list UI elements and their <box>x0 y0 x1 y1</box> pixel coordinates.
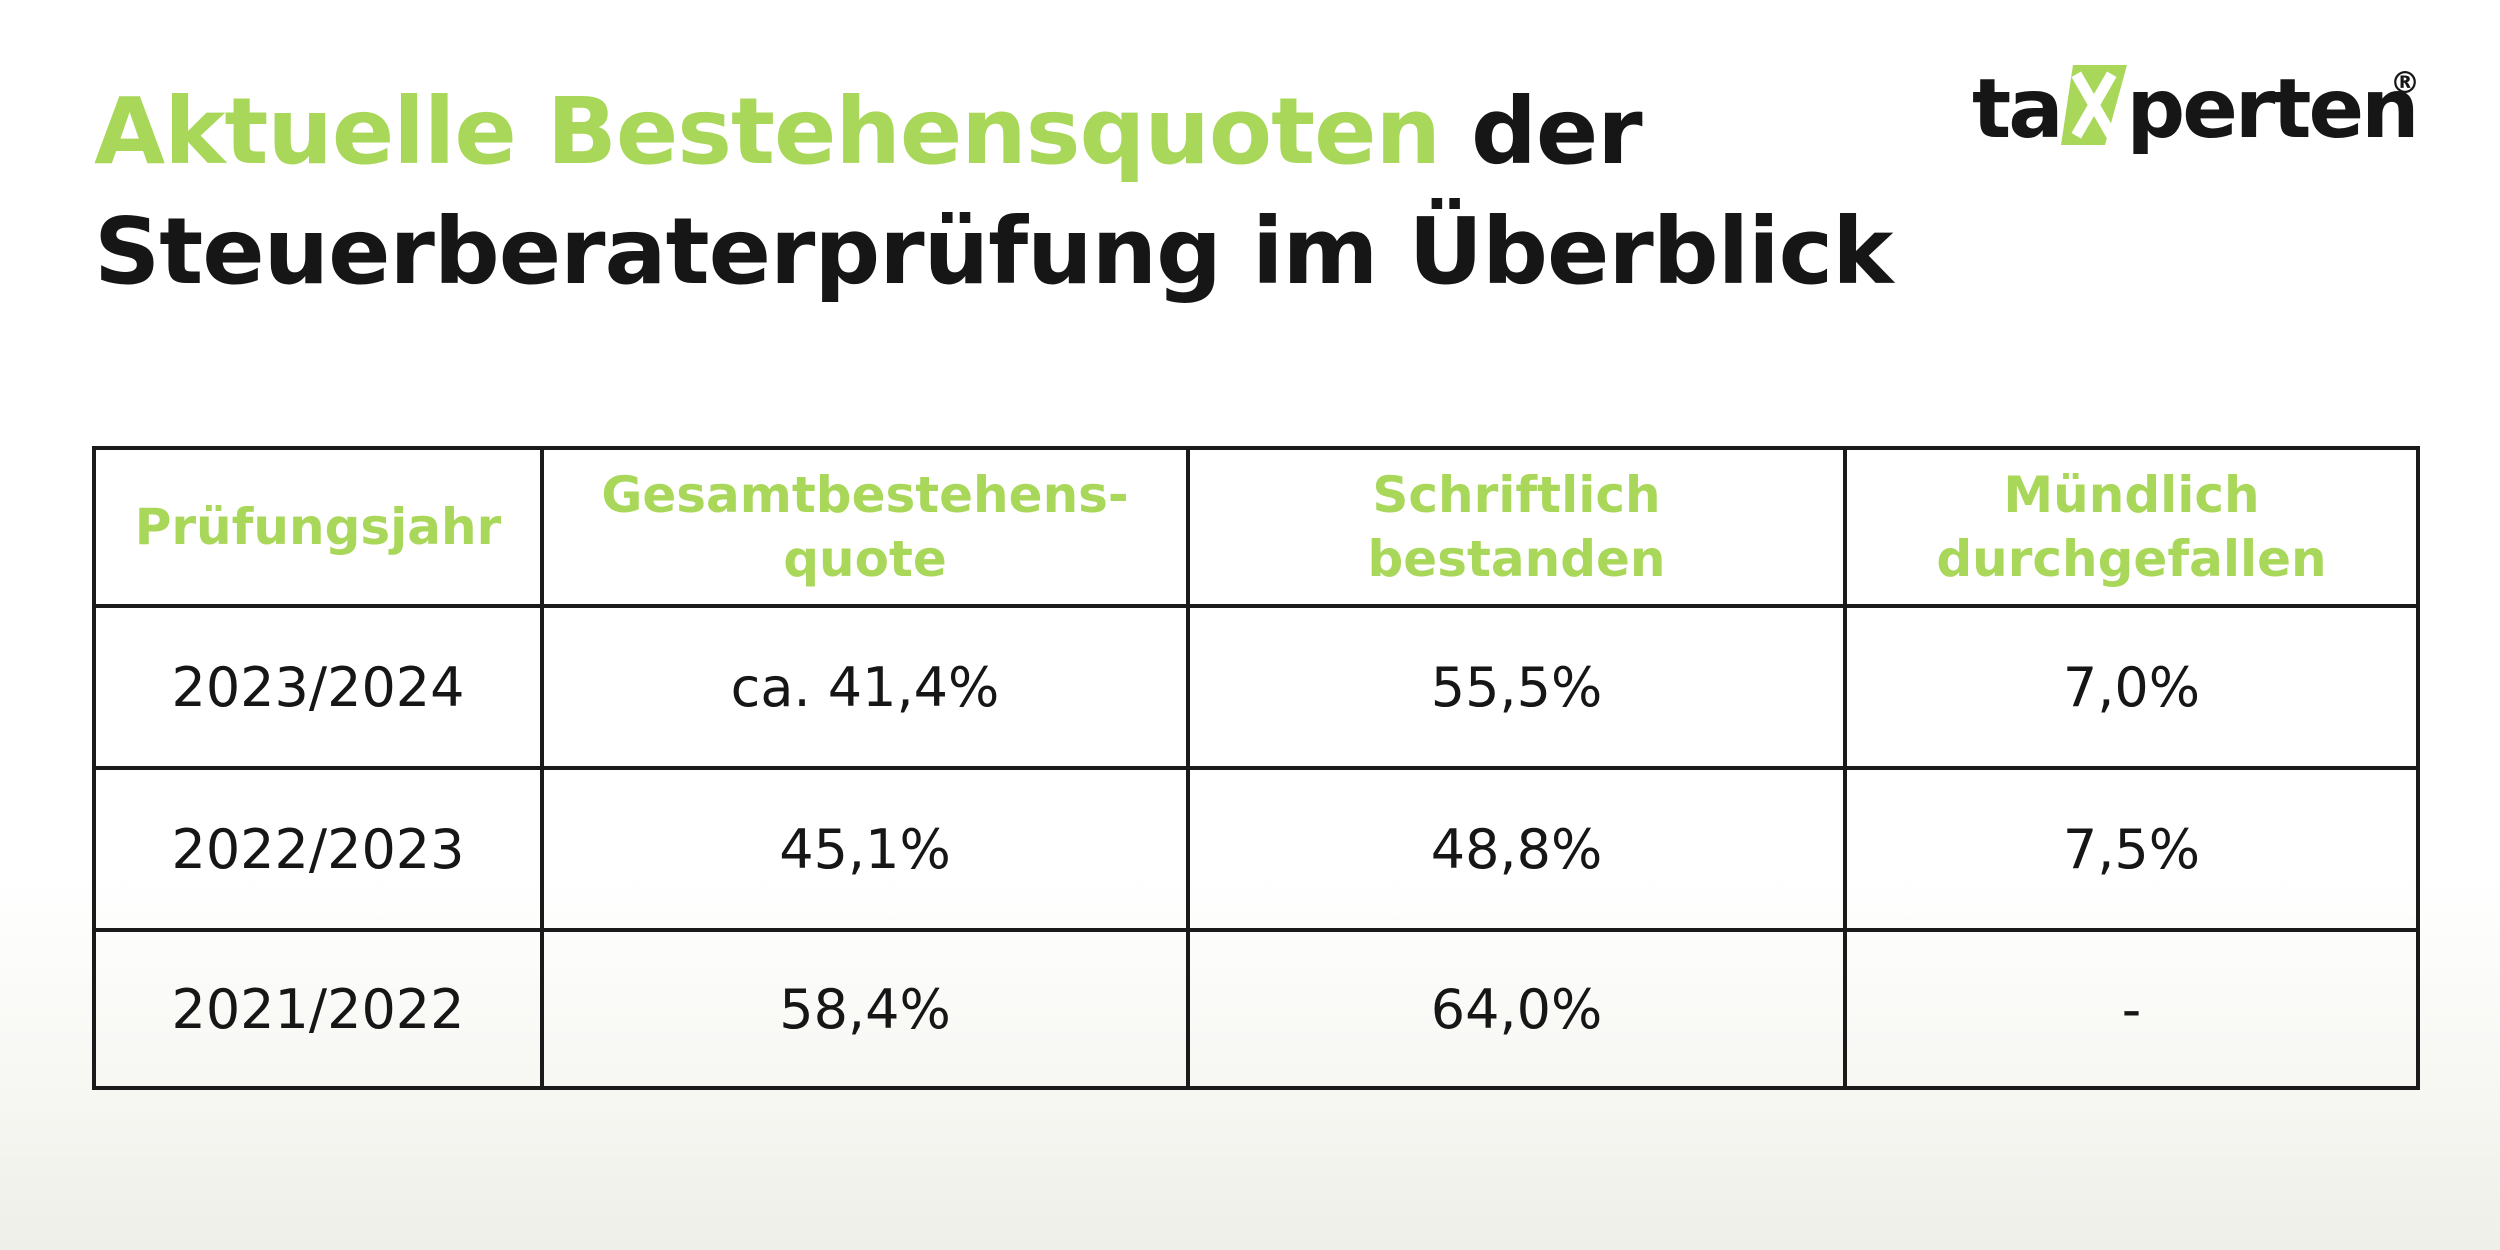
logo-x-mark-icon <box>2060 65 2127 145</box>
cell-written-passed: 64,0% <box>1186 928 1847 1090</box>
table-row: 2022/2023 45,1% 48,8% 7,5% <box>92 766 2420 932</box>
cell-total-rate: ca. 41,4% <box>540 604 1190 770</box>
logo-text-end: perten <box>2126 62 2420 157</box>
registered-mark: ® <box>2390 66 2420 101</box>
taxperten-logo: ta perten ® <box>1972 60 2432 170</box>
logo-text-start: ta <box>1972 62 2064 157</box>
table-row: 2023/2024 ca. 41,4% 55,5% 7,0% <box>92 604 2420 770</box>
cell-year: 2023/2024 <box>92 604 544 770</box>
pass-rate-table: Prüfungsjahr Gesamtbestehens- quote Schr… <box>92 446 2420 1090</box>
cell-year: 2022/2023 <box>92 766 544 932</box>
title-line-2: Steuerberaterprüfung im Überblick <box>94 198 1893 305</box>
cell-written-passed: 48,8% <box>1186 766 1847 932</box>
table-row: 2021/2022 58,4% 64,0% - <box>92 928 2420 1090</box>
cell-total-rate: 58,4% <box>540 928 1190 1090</box>
table-header-row: Prüfungsjahr Gesamtbestehens- quote Schr… <box>92 446 2420 608</box>
page-title: Aktuelle Bestehensquoten der Steuerberate… <box>94 72 1893 312</box>
cell-oral-failed: 7,5% <box>1843 766 2420 932</box>
column-header-year: Prüfungsjahr <box>92 446 544 608</box>
cell-total-rate: 45,1% <box>540 766 1190 932</box>
column-header-oral-failed: Mündlich durchgefallen <box>1843 446 2420 608</box>
column-header-label: Mündlich durchgefallen <box>1936 466 2327 588</box>
column-header-label: Gesamtbestehens- quote <box>601 466 1129 588</box>
title-rest: der <box>1439 78 1643 185</box>
cell-written-passed: 55,5% <box>1186 604 1847 770</box>
cell-oral-failed: - <box>1843 928 2420 1090</box>
column-header-label: Prüfungsjahr <box>134 498 502 556</box>
column-header-written-passed: Schriftlich bestanden <box>1186 446 1847 608</box>
cell-year: 2021/2022 <box>92 928 544 1090</box>
cell-oral-failed: 7,0% <box>1843 604 2420 770</box>
column-header-total-rate: Gesamtbestehens- quote <box>540 446 1190 608</box>
column-header-label: Schriftlich bestanden <box>1367 466 1666 588</box>
title-accent: Aktuelle Bestehensquoten <box>94 78 1441 185</box>
